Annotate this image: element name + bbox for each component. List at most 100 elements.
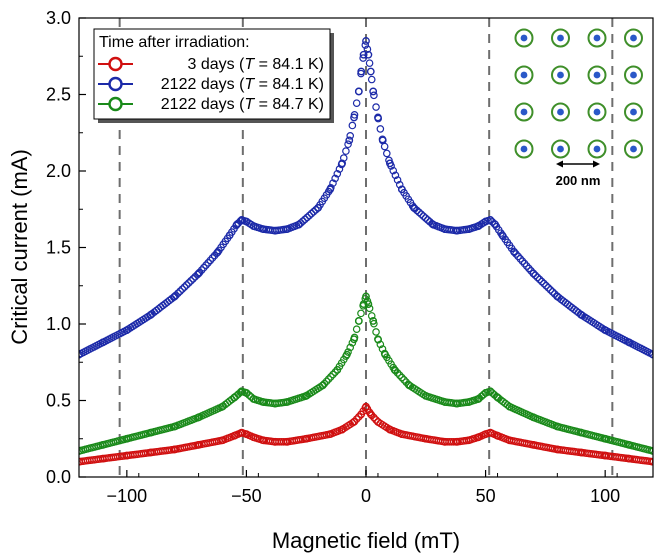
series-2-marker — [344, 140, 352, 149]
series-2-marker — [309, 207, 318, 216]
series-2-marker — [187, 277, 195, 285]
series-2-marker — [540, 279, 548, 288]
series-2-marker — [380, 142, 389, 151]
series-2-point-27 — [369, 87, 378, 96]
y-tick-label-1: 0.5 — [46, 391, 71, 411]
series-2-marker — [359, 54, 367, 62]
scale-bar-arrow-right — [593, 160, 600, 168]
lattice-dot — [520, 34, 528, 42]
series-3-marker — [372, 328, 380, 336]
series-2-marker — [232, 221, 240, 230]
series-2-marker — [542, 281, 550, 290]
series-2-marker — [486, 216, 494, 224]
series-2-marker — [544, 283, 553, 292]
series-2-marker — [182, 281, 191, 289]
series-3-marker — [488, 389, 497, 397]
series-2-marker — [423, 216, 432, 224]
series-2-marker — [419, 212, 428, 220]
legend-label-2-t: T — [244, 76, 255, 93]
axes: −100 −50 0 50 100 0.0 0.5 1.0 1.5 2.0 2.5 3.0 — [46, 8, 620, 506]
series-2-marker — [352, 99, 361, 107]
series-3-marker — [329, 370, 337, 379]
series-2-marker — [535, 275, 544, 284]
series-2-marker — [335, 165, 344, 173]
series-3-marker — [352, 325, 361, 334]
series-2-marker — [367, 75, 376, 84]
series-2-marker — [522, 262, 531, 270]
series-2-marker — [339, 154, 348, 162]
series-2-marker — [417, 210, 426, 219]
series-2-marker — [512, 250, 520, 258]
lattice-dot — [557, 145, 564, 153]
legend-marker-1 — [108, 56, 123, 72]
series-3-marker — [400, 376, 408, 384]
series-2-marker — [393, 176, 402, 184]
series-2-marker — [337, 160, 346, 169]
series-2-marker — [525, 264, 533, 273]
series-2-marker — [365, 59, 374, 67]
series-3-marker — [322, 377, 331, 386]
series-2-marker — [647, 350, 653, 358]
series-2-marker — [204, 258, 212, 267]
series-3-marker — [359, 301, 367, 310]
series-2-marker — [363, 45, 372, 54]
lattice-dot — [593, 145, 601, 153]
y-tick-label-3: 1.5 — [46, 238, 71, 258]
data-series — [79, 37, 653, 466]
series-2-marker — [327, 183, 335, 192]
legend-label-3-days: 2122 days ( — [161, 96, 245, 113]
legend-marker-2 — [108, 76, 123, 92]
series-3-marker — [245, 391, 253, 399]
series-3-marker — [395, 371, 404, 380]
y-tick-label-0: 0.0 — [46, 467, 71, 487]
x-tick-label-4: 100 — [590, 486, 620, 506]
series-2-point-23 — [359, 50, 368, 59]
series-2-point-25 — [364, 50, 373, 59]
series-2-marker — [169, 293, 178, 301]
series-2-marker — [346, 132, 355, 140]
series-1-marker — [370, 413, 378, 422]
series-2-marker — [383, 149, 391, 158]
lattice-dot — [557, 108, 564, 116]
legend-label-2-days: 2122 days ( — [161, 76, 245, 93]
y-tick-label-5: 2.5 — [46, 85, 71, 105]
series-2-marker — [200, 263, 208, 272]
series-2-marker — [342, 147, 350, 155]
series-3-marker — [342, 352, 350, 360]
series-1-marker — [647, 457, 653, 466]
series-2-marker — [361, 41, 370, 49]
series-2-marker — [311, 206, 320, 214]
series-3-marker — [318, 381, 327, 390]
series-3 — [79, 292, 653, 455]
legend-label-1: 3 days (T = 84.1 K) — [187, 56, 324, 73]
series-3-marker — [376, 340, 385, 349]
series-3-marker — [344, 348, 352, 356]
series-2-marker — [195, 268, 204, 277]
series-2-marker — [299, 217, 307, 225]
y-tick-label-6: 3.0 — [46, 8, 71, 28]
series-2-marker — [296, 219, 305, 227]
series-2-marker — [415, 208, 423, 217]
series-2-marker — [421, 214, 430, 222]
legend-label-1-rest: = 84.1 K) — [254, 56, 324, 73]
legend-marker-3 — [108, 96, 123, 112]
legend-box — [93, 28, 331, 120]
legend-entry-3: 2122 days (T = 84.7 K) — [98, 96, 324, 113]
series-2-marker — [518, 257, 527, 265]
series-2-marker — [374, 114, 382, 123]
series-2-marker — [331, 174, 339, 183]
series-2-marker — [350, 111, 359, 119]
series-2-marker — [333, 169, 342, 178]
x-tick-label-3: 50 — [476, 486, 496, 506]
series-2-marker — [537, 277, 546, 286]
series-3-marker — [380, 349, 389, 358]
series-2-marker — [307, 209, 316, 218]
series-2-marker — [410, 204, 419, 213]
series-3-marker — [357, 309, 365, 318]
series-2-marker — [387, 162, 395, 170]
legend-label-1-t: T — [244, 56, 255, 73]
series-2-marker — [548, 288, 557, 296]
series-2-marker — [527, 267, 535, 275]
series-3-marker — [367, 312, 376, 320]
